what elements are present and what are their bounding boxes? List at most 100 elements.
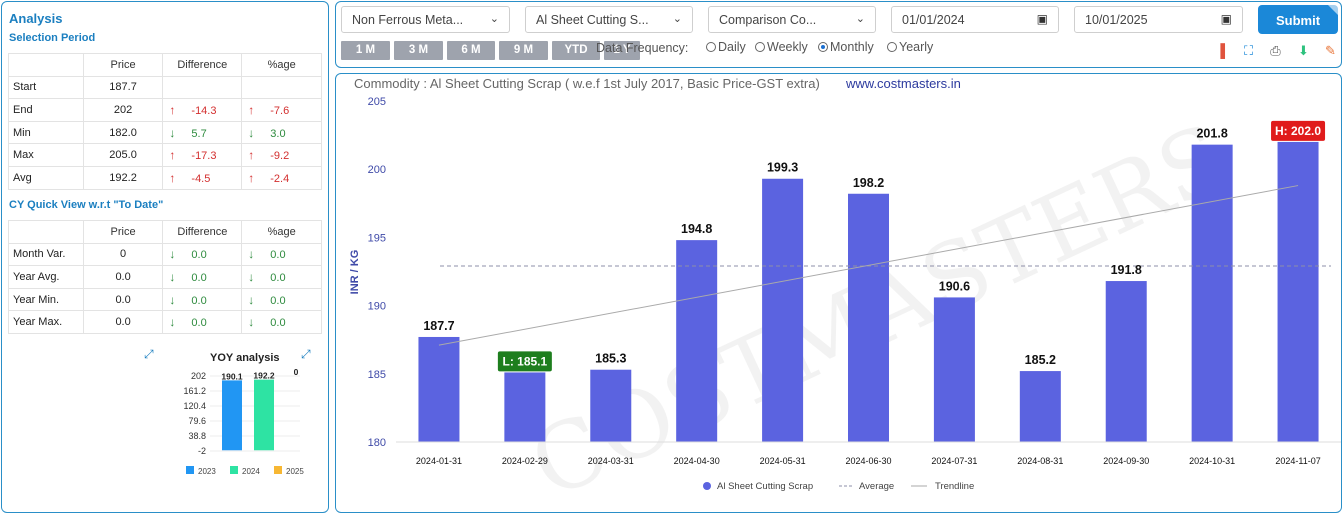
yoy-legend-label: 2025 <box>286 467 304 476</box>
bar-2024-02-29[interactable] <box>504 372 546 442</box>
price-cell: 0.0 <box>82 265 164 289</box>
bar-chart-icon[interactable]: ▐ <box>1215 43 1226 58</box>
from-date-value: 01/01/2024 <box>902 13 965 27</box>
calendar-icon[interactable]: ▣ <box>1036 12 1048 26</box>
fullscreen-icon[interactable]: ⛶ <box>1243 43 1254 58</box>
source-link[interactable]: www.costmasters.in <box>845 76 961 91</box>
commodity-dropdown[interactable]: Al Sheet Cutting S... ⌄ <box>525 6 693 33</box>
bar-2024-05-31[interactable] <box>762 178 804 443</box>
frequency-radio-yearly[interactable]: Yearly <box>887 40 933 54</box>
radio-icon[interactable] <box>755 42 765 52</box>
radio-icon[interactable] <box>818 42 828 52</box>
period-button[interactable]: 1 Y <box>604 41 640 60</box>
legend-average-label[interactable]: Average <box>859 481 894 492</box>
period-button[interactable]: 1 M <box>341 41 390 60</box>
frequency-label: Daily <box>718 40 746 54</box>
yoy-data-label: 190.1 <box>221 371 243 381</box>
data-frequency-label: Data Frequency: <box>596 41 689 55</box>
period-button[interactable]: 3 M <box>394 41 443 60</box>
corner-fold-icon <box>1328 5 1338 15</box>
frequency-radio-daily[interactable]: Daily <box>706 40 746 54</box>
submit-button[interactable]: Submit <box>1258 5 1338 34</box>
bar-2024-06-30[interactable] <box>848 193 889 442</box>
data-label: 191.8 <box>1111 263 1142 277</box>
to-date-input[interactable]: 10/01/2025 ▣ <box>1074 6 1243 33</box>
legend-series-label[interactable]: Al Sheet Cutting Scrap <box>717 481 813 492</box>
frequency-radio-monthly[interactable]: Monthly <box>818 40 874 54</box>
data-label: 190.6 <box>939 279 970 293</box>
row-label: Min <box>8 120 84 145</box>
bar-2024-04-30[interactable] <box>676 240 718 442</box>
yoy-data-label: 192.2 <box>253 371 275 381</box>
expand-icon[interactable]: ⤢ <box>301 347 311 361</box>
edit-icon[interactable]: ✎ <box>1325 43 1336 58</box>
chevron-down-icon: ⌄ <box>672 13 682 25</box>
yoy-legend-swatch <box>230 466 238 474</box>
bar-2024-03-31[interactable] <box>590 369 632 442</box>
expand-icon[interactable]: ⤢ <box>144 347 154 361</box>
x-tick-label: 2024-10-31 <box>1189 456 1235 466</box>
arrow-up-icon: ↑ <box>169 148 176 163</box>
table-row: Max 205.0 ↑ -17.3 ↑ -9.2 <box>8 143 322 167</box>
data-label: 199.3 <box>767 161 798 175</box>
period-button[interactable]: 9 M <box>499 41 548 60</box>
data-label: 201.8 <box>1196 127 1227 141</box>
yoy-bar-2023[interactable] <box>222 380 242 451</box>
chevron-down-icon: ⌄ <box>489 13 499 25</box>
arrow-down-icon: ↓ <box>248 269 255 284</box>
difference-value: -17.3 <box>191 150 217 163</box>
difference-value: 0.0 <box>191 271 207 284</box>
commodity-value: Al Sheet Cutting S... <box>536 13 649 27</box>
period-button[interactable]: 6 M <box>447 41 495 60</box>
bar-2024-07-31[interactable] <box>933 297 975 442</box>
print-icon[interactable]: ⎙ <box>1270 43 1281 58</box>
y-tick-label: 180 <box>368 437 386 449</box>
difference-value: 5.7 <box>191 127 207 140</box>
header-blank <box>8 53 84 77</box>
yoy-bar-2024[interactable] <box>254 379 274 451</box>
bar-2024-08-31[interactable] <box>1019 371 1061 442</box>
comparison-dropdown[interactable]: Comparison Co... ⌄ <box>708 6 876 33</box>
from-date-input[interactable]: 01/01/2024 ▣ <box>891 6 1059 33</box>
legend-trendline-label[interactable]: Trendline <box>935 481 974 492</box>
price-bar-chart: COSTMASTERSCommodity : Al Sheet Cutting … <box>349 76 1341 512</box>
difference-value: -4.5 <box>191 172 211 185</box>
bar-2024-09-30[interactable] <box>1105 281 1147 442</box>
radio-icon[interactable] <box>887 42 897 52</box>
y-tick-label: 185 <box>368 369 386 381</box>
bar-2024-11-07[interactable] <box>1277 141 1319 443</box>
percentage-cell: ↓ 0.0 <box>241 242 322 267</box>
header-blank <box>8 220 84 244</box>
radio-icon[interactable] <box>706 42 716 52</box>
percentage-cell: ↑ -7.6 <box>241 98 322 122</box>
yoy-tick-label: 202 <box>191 371 206 381</box>
table-row: Year Avg. 0.0 ↓ 0.0 ↓ 0.0 <box>8 265 322 289</box>
data-label: 194.8 <box>681 222 712 236</box>
category-dropdown[interactable]: Non Ferrous Meta... ⌄ <box>341 6 510 33</box>
percentage-value: 0.0 <box>270 249 286 262</box>
yoy-tick-label: -2 <box>198 446 206 456</box>
frequency-radio-weekly[interactable]: Weekly <box>755 40 808 54</box>
difference-value: 0.0 <box>191 317 207 330</box>
header-price: Price <box>82 220 164 244</box>
bar-2024-01-31[interactable] <box>418 336 460 442</box>
arrow-up-icon: ↑ <box>169 102 176 117</box>
x-tick-label: 2024-04-30 <box>674 456 720 466</box>
calendar-icon[interactable]: ▣ <box>1220 12 1232 26</box>
price-cell: 202 <box>82 98 164 122</box>
data-label: 185.2 <box>1025 353 1056 367</box>
chart-panel: COSTMASTERSCommodity : Al Sheet Cutting … <box>335 73 1342 513</box>
low-data-label: L: 185.1 <box>503 354 548 368</box>
difference-value: 0.0 <box>191 294 207 307</box>
chart-title: Commodity : Al Sheet Cutting Scrap ( w.e… <box>354 76 820 91</box>
arrow-down-icon: ↓ <box>169 247 176 262</box>
high-data-label: H: 202.0 <box>1275 124 1321 138</box>
bar-2024-10-31[interactable] <box>1191 144 1233 442</box>
legend-series-marker <box>703 482 711 490</box>
download-icon[interactable]: ⬇ <box>1298 43 1309 58</box>
period-button[interactable]: YTD <box>552 41 600 60</box>
cy-quick-view-title: CY Quick View w.r.t "To Date" <box>9 199 164 211</box>
x-tick-label: 2024-02-29 <box>502 456 548 466</box>
table-row: Year Max. 0.0 ↓ 0.0 ↓ 0.0 <box>8 310 322 334</box>
difference-cell: ↑ -4.5 <box>162 165 243 190</box>
